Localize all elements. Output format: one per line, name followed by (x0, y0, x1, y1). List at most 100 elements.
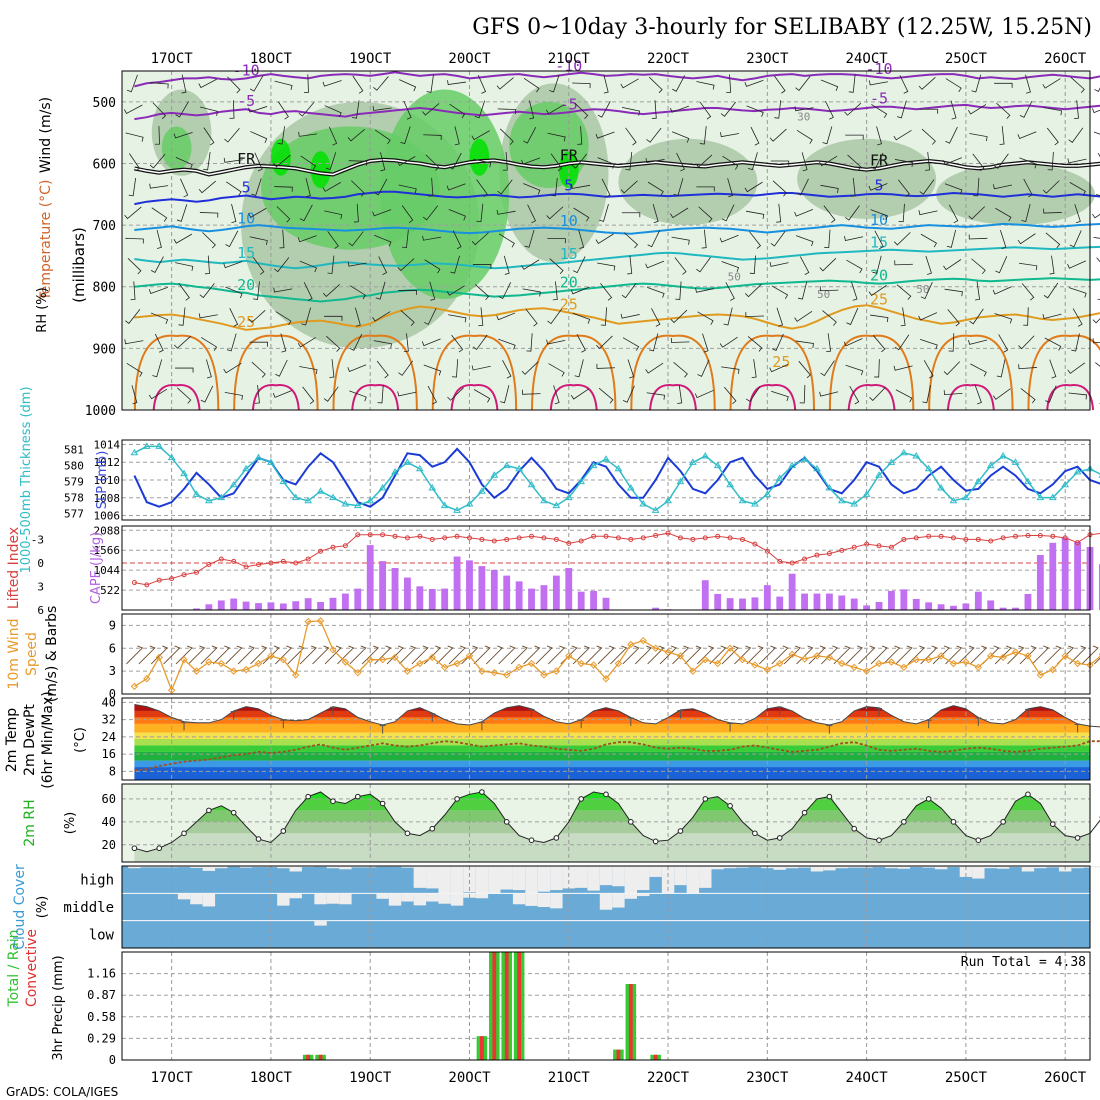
upper-wind-barb (620, 180, 638, 194)
wind-barb (994, 645, 1012, 665)
upper-wind-barb (795, 75, 811, 91)
wind-speed-point (862, 667, 871, 675)
rh-point (652, 838, 659, 845)
upper-wind-barb (896, 100, 907, 119)
upper-air-frame (121, 70, 1091, 411)
axis-label-cloud-pct: (%) (35, 896, 50, 919)
upper-wind-barb (477, 74, 487, 94)
upper-wind-barb (625, 151, 633, 171)
upper-wind-barb (918, 77, 936, 90)
upper-wind-barb (820, 79, 839, 92)
upper-wind-barb (925, 255, 932, 275)
wind-barb (1019, 645, 1037, 665)
wind-barb (572, 645, 590, 665)
run-total-label: Run Total = 4.38 (961, 955, 1086, 970)
cloud-gap-high (1021, 866, 1035, 872)
upper-wind-barb (300, 155, 317, 170)
upper-wind-barb (996, 102, 1011, 119)
isotherm-30 (1027, 334, 1100, 411)
temp-band (134, 717, 1090, 724)
wind-barb (188, 645, 206, 665)
isotherm-label: 25 (560, 296, 578, 314)
isotherm-35 (152, 384, 201, 411)
thickness-point (316, 487, 325, 494)
thickness-point (1036, 493, 1045, 501)
upper-wind-barb (992, 286, 1012, 295)
upper-wind-barb (523, 126, 537, 144)
upper-wind-barb (423, 134, 442, 140)
upper-wind-barb (969, 133, 988, 142)
thickness-point (602, 455, 610, 462)
cloud-gap-high (1034, 866, 1047, 869)
upper-wind-barb (1019, 100, 1033, 118)
wind-barb (436, 645, 454, 665)
upper-wind-barb (994, 313, 1013, 324)
lifted-index-point (342, 543, 348, 549)
upper-wind-barb (1047, 151, 1054, 171)
lifted-index-point (504, 536, 510, 542)
axis-label-precip: 3hr Precip (mm) (51, 955, 66, 1060)
upper-wind-barb (776, 307, 784, 327)
upper-wind-barb (129, 153, 140, 172)
isotherm-30 (828, 334, 915, 411)
lifted-index-point (702, 535, 708, 541)
wind-speed-point (329, 646, 337, 654)
precip-tick-label: 0.87 (87, 988, 116, 1002)
wind-speed-point (143, 675, 151, 683)
thickness-point (329, 493, 337, 501)
upper-wind-barb (448, 152, 462, 170)
isotherm-35 (649, 384, 697, 411)
wind-speed-point (974, 663, 983, 672)
upper-wind-barb (476, 203, 484, 223)
upper-wind-barb (597, 262, 616, 271)
date-tick-top: 26OCT (1044, 51, 1087, 67)
upper-wind-barb (646, 127, 662, 143)
cloud-gap-middle (202, 893, 216, 907)
wind-barb (833, 645, 851, 665)
date-tick-bottom: 18OCT (250, 1070, 293, 1086)
upper-wind-barb (227, 76, 241, 94)
precip-convective-bar (653, 1054, 658, 1060)
upper-wind-barb (796, 129, 813, 144)
upper-wind-barb (1045, 232, 1061, 249)
upper-wind-barb (472, 334, 488, 351)
cloud-gap-middle (475, 893, 489, 899)
temp-minmax-marker (925, 719, 932, 729)
upper-wind-barb (252, 257, 265, 275)
precip-convective-bar (318, 1054, 323, 1060)
isotherm-label: 15 (237, 244, 255, 262)
temp-minmax-marker (1024, 708, 1031, 718)
lifted-index-point (963, 536, 969, 542)
upper-wind-barb (229, 100, 235, 119)
upper-wind-barb (1067, 158, 1087, 164)
lifted-index-point (367, 532, 373, 538)
wind-barb (448, 645, 466, 665)
thickness-point (850, 500, 859, 507)
upper-wind-barb (595, 131, 615, 139)
thickness-point (875, 471, 883, 478)
cape-bar (850, 598, 858, 610)
isotherm--5 (134, 103, 1100, 121)
upper-wind-barb (173, 131, 193, 139)
upper-wind-barb (198, 78, 218, 89)
upper-wind-barb (795, 340, 814, 348)
upper-wind-barb (647, 230, 660, 248)
cape-bar (379, 561, 387, 610)
upper-wind-barb (1096, 257, 1100, 263)
rh-point (826, 793, 833, 800)
isotherm-30 (531, 334, 617, 411)
cloud-gap-middle (637, 893, 650, 897)
upper-wind-barb (696, 81, 715, 90)
cape-bar (974, 591, 982, 610)
upper-wind-barb (1068, 392, 1087, 400)
upper-wind-barb (645, 260, 665, 269)
rh-point (578, 796, 584, 802)
wind-speed-point (292, 671, 300, 679)
upper-wind-barb (127, 257, 142, 275)
upper-wind-barb (325, 152, 337, 171)
cloud-gap-middle (401, 893, 414, 902)
upper-wind-barb (349, 390, 367, 402)
lifted-index-point (826, 551, 832, 557)
upper-wind-barb (945, 78, 962, 93)
upper-wind-barb (621, 106, 641, 116)
